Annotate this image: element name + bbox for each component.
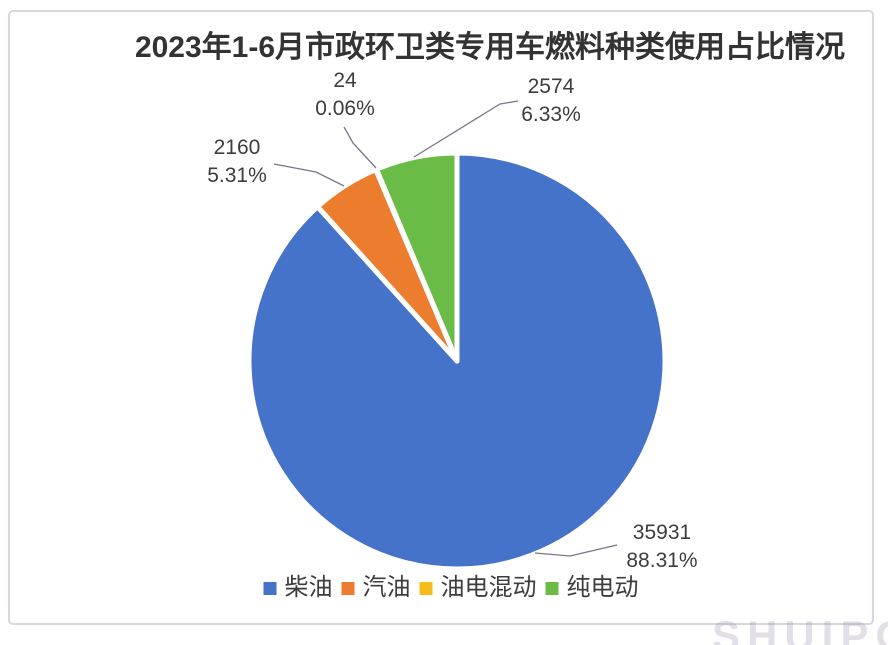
legend-item-electric: 纯电动 xyxy=(545,574,639,601)
data-label-electric-value: 2574 xyxy=(527,75,575,98)
data-label-gasoline-value: 2160 xyxy=(213,136,261,159)
leader-line-gasoline xyxy=(273,163,345,187)
data-label-diesel: 35931 88.31% xyxy=(626,519,697,575)
chart-legend: 柴油 汽油 油电混动 纯电动 xyxy=(263,574,639,601)
pie-slices xyxy=(246,150,668,572)
data-label-electric: 2574 6.33% xyxy=(521,73,581,129)
data-label-diesel-percent: 88.31% xyxy=(626,549,698,572)
callout-leader-lines xyxy=(273,100,618,557)
legend-item-hybrid: 油电混动 xyxy=(419,574,537,601)
legend-item-gasoline: 汽油 xyxy=(341,574,411,601)
legend-label-electric: 纯电动 xyxy=(566,574,639,601)
legend-label-hybrid: 油电混动 xyxy=(440,574,537,601)
legend-swatch-hybrid xyxy=(419,581,433,595)
leader-line-electric xyxy=(413,100,519,158)
data-label-hybrid: 24 0.06% xyxy=(315,67,375,123)
leader-line-diesel xyxy=(534,544,618,557)
legend-swatch-gasoline xyxy=(341,581,355,595)
watermark-text: SHUIPO xyxy=(712,612,888,645)
leader-line-hybrid xyxy=(343,126,377,169)
legend-swatch-electric xyxy=(545,581,559,595)
legend-label-gasoline: 汽油 xyxy=(362,574,411,601)
legend-item-diesel: 柴油 xyxy=(263,574,333,601)
pie-slice-electric xyxy=(373,150,460,364)
data-label-electric-percent: 6.33% xyxy=(521,103,581,126)
data-label-hybrid-value: 24 xyxy=(333,69,357,92)
data-label-hybrid-percent: 0.06% xyxy=(315,97,375,120)
data-label-gasoline: 2160 5.31% xyxy=(207,134,267,190)
chart-title: 2023年1-6月市政环卫类专用车燃料种类使用占比情况 xyxy=(134,31,846,64)
legend-swatch-diesel xyxy=(263,581,277,595)
data-label-gasoline-percent: 5.31% xyxy=(207,164,267,187)
legend-label-diesel: 柴油 xyxy=(284,574,333,601)
data-label-diesel-value: 35931 xyxy=(632,521,692,544)
